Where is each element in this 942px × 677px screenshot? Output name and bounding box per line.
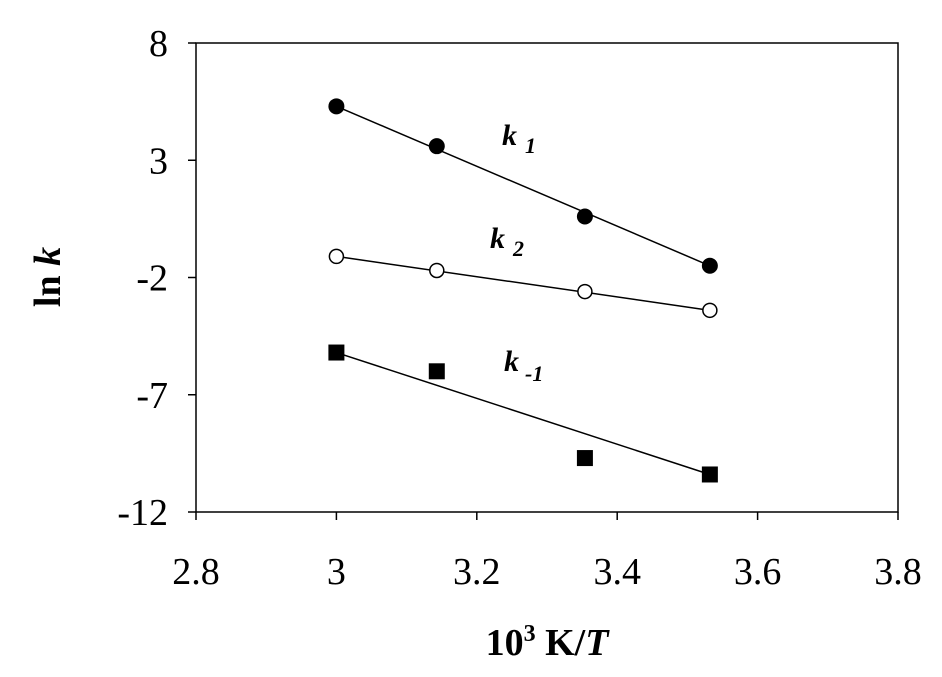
y-tick-label: -12 [117,492,168,534]
data-point [701,257,718,274]
data-point [328,248,345,265]
x-tick-label: 3.4 [593,551,641,593]
x-axis-title: 103 K/T [486,621,611,664]
fit-line [336,351,711,476]
x-tick-label: 3 [327,551,346,593]
x-tick-label: 3.8 [874,551,922,593]
data-point [576,450,593,467]
data-point [576,208,593,225]
x-tick-label: 3.6 [734,551,782,593]
data-point [702,302,718,319]
series-1 [328,98,718,274]
series-layer [328,98,718,483]
data-point [429,262,445,279]
y-axis-title: ln k [27,247,69,307]
x-tick-label: 2.8 [172,551,220,593]
y-tick-label: -7 [136,375,168,417]
data-point [428,138,445,155]
data-point [577,283,593,300]
plot-frame [195,42,899,513]
y-tick-label: -2 [136,258,168,300]
series-label-k-1: k -1 [504,345,543,386]
data-point [328,98,345,115]
data-point [328,344,345,361]
y-tick-label: 8 [149,23,168,65]
x-axis-ticks: 2.8 3 3.2 3.4 3.6 3.8 [172,512,922,593]
fit-line [336,255,710,312]
data-point [428,363,445,380]
y-axis-ticks: 8 3 -2 -7 -12 [117,23,196,534]
y-tick-label: 3 [149,140,168,182]
series-2 [328,248,718,319]
data-point [701,466,718,483]
x-tick-label: 3.2 [453,551,501,593]
fit-line [336,105,711,267]
series-3 [328,344,718,483]
